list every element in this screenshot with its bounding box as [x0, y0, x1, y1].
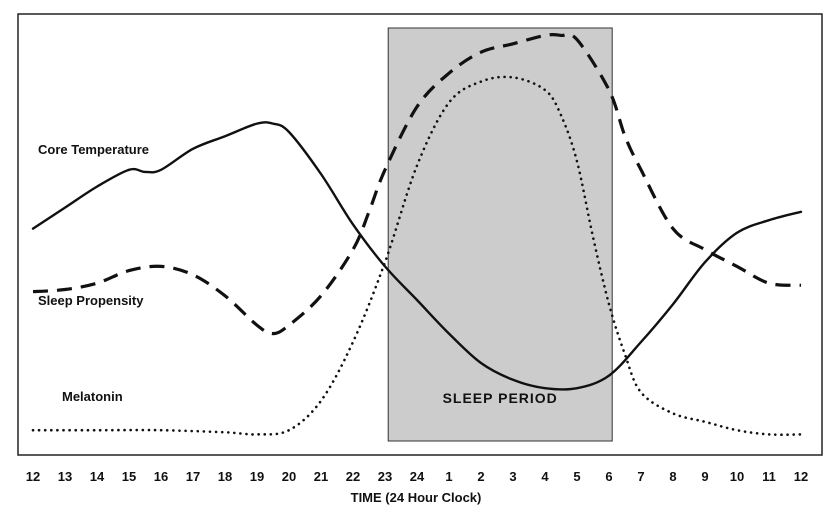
x-tick-label: 19 [250, 469, 264, 484]
x-tick-label: 21 [314, 469, 328, 484]
x-axis-title: TIME (24 Hour Clock) [351, 490, 482, 505]
x-tick-label: 17 [186, 469, 200, 484]
x-tick-label: 3 [509, 469, 516, 484]
sleep-period-label: SLEEP PERIOD [443, 390, 558, 406]
x-tick-label: 24 [410, 469, 425, 484]
x-tick-label: 2 [477, 469, 484, 484]
x-tick-label: 1 [445, 469, 452, 484]
x-tick-label: 22 [346, 469, 360, 484]
x-tick-label: 13 [58, 469, 72, 484]
x-tick-label: 11 [762, 469, 776, 484]
series-line-core-temperature [31, 121, 803, 391]
x-tick-label: 14 [90, 469, 105, 484]
series-line-sleep-propensity [32, 32, 802, 336]
x-tick-label: 16 [154, 469, 168, 484]
x-tick-label: 18 [218, 469, 232, 484]
x-tick-label: 4 [541, 469, 549, 484]
x-tick-label: 9 [701, 469, 708, 484]
x-tick-label: 20 [282, 469, 296, 484]
x-tick-label: 7 [637, 469, 644, 484]
series-line-melatonin [31, 75, 803, 437]
x-tick-label: 12 [26, 469, 40, 484]
series-label-core-temperature: Core Temperature [38, 142, 149, 157]
x-tick-label: 23 [378, 469, 392, 484]
series-label-melatonin: Melatonin [62, 389, 123, 404]
x-tick-label: 15 [122, 469, 136, 484]
x-tick-label: 10 [730, 469, 744, 484]
series-label-sleep-propensity: Sleep Propensity [38, 293, 144, 308]
x-tick-label: 12 [794, 469, 808, 484]
x-tick-label: 8 [669, 469, 676, 484]
x-tick-label: 5 [573, 469, 580, 484]
x-tick-label: 6 [605, 469, 612, 484]
sleep-period-band [387, 27, 613, 442]
